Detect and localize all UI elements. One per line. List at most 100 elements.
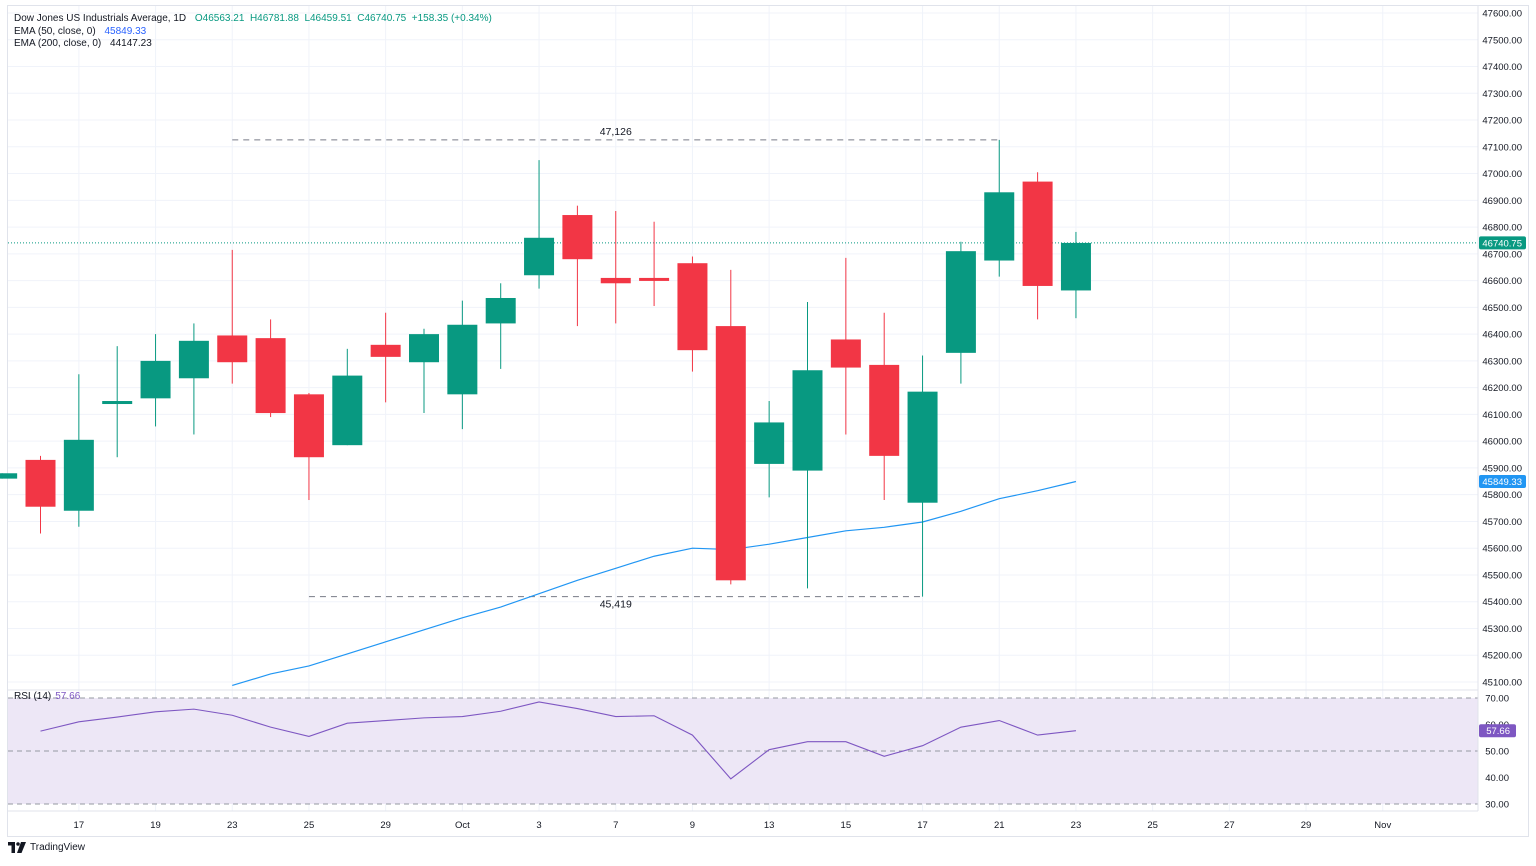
rsi-value: 57.66: [55, 691, 81, 702]
candle-down[interactable]: [1022, 181, 1053, 286]
candle-down[interactable]: [639, 277, 670, 281]
candle-down[interactable]: [562, 215, 593, 260]
symbol-title: Dow Jones US Industrials Average, 1D: [14, 13, 187, 24]
y-tick-label: 45200.00: [1482, 651, 1522, 662]
y-tick-label: 47200.00: [1482, 116, 1522, 127]
price-tag-label: 46740.75: [1482, 238, 1522, 249]
rsi-tick-label: 50.00: [1485, 747, 1509, 758]
y-tick-label: 46100.00: [1482, 410, 1522, 421]
candle-down[interactable]: [293, 394, 324, 458]
y-tick-label: 45400.00: [1482, 597, 1522, 608]
candle-up[interactable]: [907, 391, 938, 503]
candle-down[interactable]: [830, 339, 861, 368]
x-tick-label: 9: [690, 820, 695, 831]
candle-up[interactable]: [0, 473, 18, 479]
candle-up[interactable]: [63, 439, 94, 511]
candle-up[interactable]: [1060, 242, 1091, 291]
rsi-tick-label: 30.00: [1485, 800, 1509, 811]
x-tick-label: 25: [304, 820, 315, 831]
y-tick-label: 47000.00: [1482, 169, 1522, 180]
ema200-label: EMA (200, close, 0): [14, 38, 102, 49]
candle-down[interactable]: [255, 338, 286, 414]
candle-up[interactable]: [332, 375, 363, 446]
y-tick-label: 46200.00: [1482, 383, 1522, 394]
x-tick-label: 27: [1224, 820, 1235, 831]
candle-up[interactable]: [945, 251, 976, 353]
rsi-line[interactable]: [40, 701, 1077, 780]
ema50-value: 45849.33: [104, 25, 147, 37]
y-tick-label: 46300.00: [1482, 356, 1522, 367]
annotation-label: 47,126: [600, 126, 632, 138]
x-tick-label: 3: [536, 820, 541, 831]
rsi-price-tag-label: 57.66: [1486, 726, 1510, 737]
x-tick-label: Nov: [1374, 820, 1391, 831]
candle-up[interactable]: [754, 422, 785, 464]
candle-up[interactable]: [524, 237, 555, 276]
x-tick-label: 21: [994, 820, 1005, 831]
ema200-legend-row[interactable]: EMA (200, close, 0) 44147.23: [14, 38, 492, 51]
x-tick-label: 19: [150, 820, 161, 831]
y-tick-label: 45100.00: [1482, 678, 1522, 689]
y-tick-label: 45300.00: [1482, 624, 1522, 635]
candle-down[interactable]: [677, 263, 708, 351]
candle-up[interactable]: [792, 370, 823, 471]
y-tick-label: 45600.00: [1482, 544, 1522, 555]
x-tick-label: 23: [227, 820, 238, 831]
y-tick-label: 46500.00: [1482, 303, 1522, 314]
price-tag: [1479, 236, 1526, 250]
rsi-tick-label: 70.00: [1485, 694, 1509, 705]
rsi-label: RSI (14): [14, 691, 52, 702]
ema200-value: 44147.23: [110, 38, 152, 49]
tradingview-logo-icon: [8, 842, 26, 853]
y-tick-label: 45700.00: [1482, 517, 1522, 528]
price-tag: [1479, 474, 1526, 488]
x-tick-label: 17: [74, 820, 85, 831]
y-tick-label: 47500.00: [1482, 35, 1522, 46]
rsi-tick-label: 40.00: [1485, 773, 1509, 784]
ema50-legend-row[interactable]: EMA (50, close, 0) 45849.33: [14, 26, 492, 39]
candle-down[interactable]: [370, 344, 401, 357]
x-tick-label: 29: [1301, 820, 1312, 831]
y-tick-label: 46700.00: [1482, 249, 1522, 260]
branding-label: TradingView: [30, 842, 86, 853]
candle-down[interactable]: [217, 335, 248, 363]
candle-up[interactable]: [140, 360, 171, 399]
candle-up[interactable]: [485, 297, 516, 324]
chart-legend: Dow Jones US Industrials Average, 1D O46…: [14, 13, 492, 51]
annotation-label: 45,419: [600, 599, 632, 611]
x-tick-label: 29: [380, 820, 391, 831]
y-tick-label: 45900.00: [1482, 463, 1522, 474]
candle-down[interactable]: [25, 459, 56, 507]
tradingview-branding[interactable]: TradingView: [8, 842, 85, 853]
y-tick-label: 46000.00: [1482, 437, 1522, 448]
x-tick-label: 17: [917, 820, 928, 831]
ema50-line[interactable]: [232, 480, 1077, 687]
candle-down[interactable]: [600, 277, 631, 284]
candle-down[interactable]: [869, 364, 900, 456]
ohlc-values: O46563.21 H46781.88 L46459.51 C46740.75 …: [194, 13, 492, 24]
x-tick-label: 25: [1147, 820, 1158, 831]
candle-up[interactable]: [447, 324, 478, 395]
candle-down[interactable]: [715, 326, 746, 581]
candle-up[interactable]: [102, 401, 133, 405]
candle-up[interactable]: [984, 192, 1015, 261]
x-tick-label: 7: [613, 820, 618, 831]
x-tick-label: 13: [764, 820, 775, 831]
symbol-legend-row[interactable]: Dow Jones US Industrials Average, 1D O46…: [14, 13, 492, 26]
y-tick-label: 46900.00: [1482, 196, 1522, 207]
y-tick-label: 47300.00: [1482, 89, 1522, 100]
y-tick-label: 46400.00: [1482, 330, 1522, 341]
y-tick-label: 46600.00: [1482, 276, 1522, 287]
x-tick-label: Oct: [455, 820, 470, 831]
ema50-label: EMA (50, close, 0): [14, 25, 96, 37]
rsi-price-tag: [1479, 724, 1516, 738]
price-tag-label: 45849.33: [1482, 477, 1522, 488]
y-tick-label: 47400.00: [1482, 62, 1522, 73]
rsi-legend[interactable]: RSI (14) 57.66: [14, 691, 80, 702]
candle-up[interactable]: [409, 334, 439, 363]
y-tick-label: 47100.00: [1482, 142, 1522, 153]
candle-up[interactable]: [178, 340, 209, 379]
chart-frame: [7, 5, 1529, 837]
